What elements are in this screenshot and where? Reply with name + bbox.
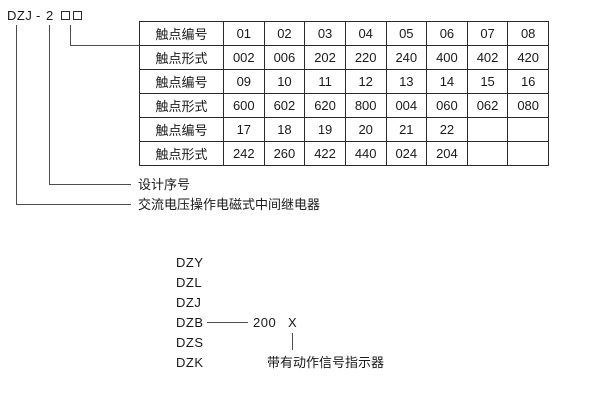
connector-boxes-to-table <box>70 25 140 46</box>
dzb-example-variant: X <box>288 315 298 330</box>
design-serial-label: 设计序号 <box>138 177 191 192</box>
row-label-cell: 触点编号 <box>139 117 224 142</box>
contact-spec-table: 触点编号 01 02 03 04 05 06 07 08 触点形式 002 00… <box>139 21 549 166</box>
table-cell: 16 <box>507 69 549 94</box>
table-cell: 004 <box>385 93 428 118</box>
row-label-cell: 触点编号 <box>139 21 224 46</box>
model-item-dzl: DZL <box>176 275 203 290</box>
table-cell: 09 <box>223 69 265 94</box>
table-cell: 07 <box>466 21 509 46</box>
table-cell: 422 <box>304 141 346 166</box>
table-cell: 20 <box>344 117 387 142</box>
model-item-dzy: DZY <box>176 255 204 270</box>
table-row: 触点编号 17 18 19 20 21 22 <box>139 117 549 142</box>
table-cell: 602 <box>263 93 306 118</box>
row-label-cell: 触点形式 <box>139 93 224 118</box>
table-cell: 03 <box>304 21 346 46</box>
table-cell: 600 <box>223 93 265 118</box>
table-cell: 620 <box>304 93 346 118</box>
table-cell: 11 <box>304 69 346 94</box>
table-cell: 080 <box>507 93 549 118</box>
model-item-dzj: DZJ <box>176 295 202 310</box>
table-cell: 204 <box>426 141 468 166</box>
table-cell: 06 <box>426 21 468 46</box>
model-item-dzb: DZB <box>176 315 204 330</box>
table-cell: 22 <box>426 117 468 142</box>
table-cell: 220 <box>344 45 387 70</box>
connector-design-serial <box>49 25 131 185</box>
table-cell: 08 <box>507 21 549 46</box>
table-row: 触点形式 002 006 202 220 240 400 402 420 <box>139 45 549 70</box>
table-cell: 10 <box>263 69 306 94</box>
table-cell: 440 <box>344 141 387 166</box>
table-cell: 12 <box>344 69 387 94</box>
table-cell: 17 <box>223 117 265 142</box>
model-code-separator: - <box>36 8 41 23</box>
connector-relay-type <box>16 25 131 205</box>
table-cell: 21 <box>385 117 428 142</box>
table-cell: 002 <box>223 45 265 70</box>
table-row: 触点编号 01 02 03 04 05 06 07 08 <box>139 21 549 46</box>
table-cell <box>507 141 549 166</box>
table-cell: 060 <box>426 93 468 118</box>
table-row: 触点形式 242 260 422 440 024 204 <box>139 141 549 166</box>
relay-type-label: 交流电压操作电磁式中间继电器 <box>138 197 321 212</box>
variant-pointer-line <box>292 333 293 350</box>
table-cell: 13 <box>385 69 428 94</box>
table-cell: 260 <box>263 141 306 166</box>
table-cell <box>507 117 549 142</box>
row-label-cell: 触点形式 <box>139 141 224 166</box>
table-cell: 800 <box>344 93 387 118</box>
table-cell: 15 <box>466 69 509 94</box>
row-label-cell: 触点编号 <box>139 69 224 94</box>
placeholder-box-1 <box>61 11 70 20</box>
table-cell: 14 <box>426 69 468 94</box>
table-row: 触点形式 600 602 620 800 004 060 062 080 <box>139 93 549 118</box>
table-cell: 242 <box>223 141 265 166</box>
table-cell: 19 <box>304 117 346 142</box>
table-cell: 05 <box>385 21 428 46</box>
dzb-example-code: 200 <box>253 315 277 330</box>
model-code-prefix: DZJ <box>7 8 33 23</box>
model-item-dzs: DZS <box>176 335 204 350</box>
dzb-example-line <box>207 322 248 323</box>
table-cell: 02 <box>263 21 306 46</box>
table-cell: 04 <box>344 21 387 46</box>
table-cell: 01 <box>223 21 265 46</box>
table-cell: 18 <box>263 117 306 142</box>
table-cell: 006 <box>263 45 306 70</box>
placeholder-box-2 <box>73 11 82 20</box>
row-label-cell: 触点形式 <box>139 45 224 70</box>
table-cell: 420 <box>507 45 549 70</box>
model-code-digit: 2 <box>46 8 54 23</box>
table-cell <box>466 141 509 166</box>
table-cell: 402 <box>466 45 509 70</box>
table-cell: 240 <box>385 45 428 70</box>
table-cell: 062 <box>466 93 509 118</box>
table-row: 触点编号 09 10 11 12 13 14 15 16 <box>139 69 549 94</box>
table-cell <box>466 117 509 142</box>
model-item-dzk: DZK <box>176 355 204 370</box>
table-cell: 400 <box>426 45 468 70</box>
indicator-note-label: 带有动作信号指示器 <box>267 355 385 370</box>
table-cell: 024 <box>385 141 428 166</box>
table-cell: 202 <box>304 45 346 70</box>
